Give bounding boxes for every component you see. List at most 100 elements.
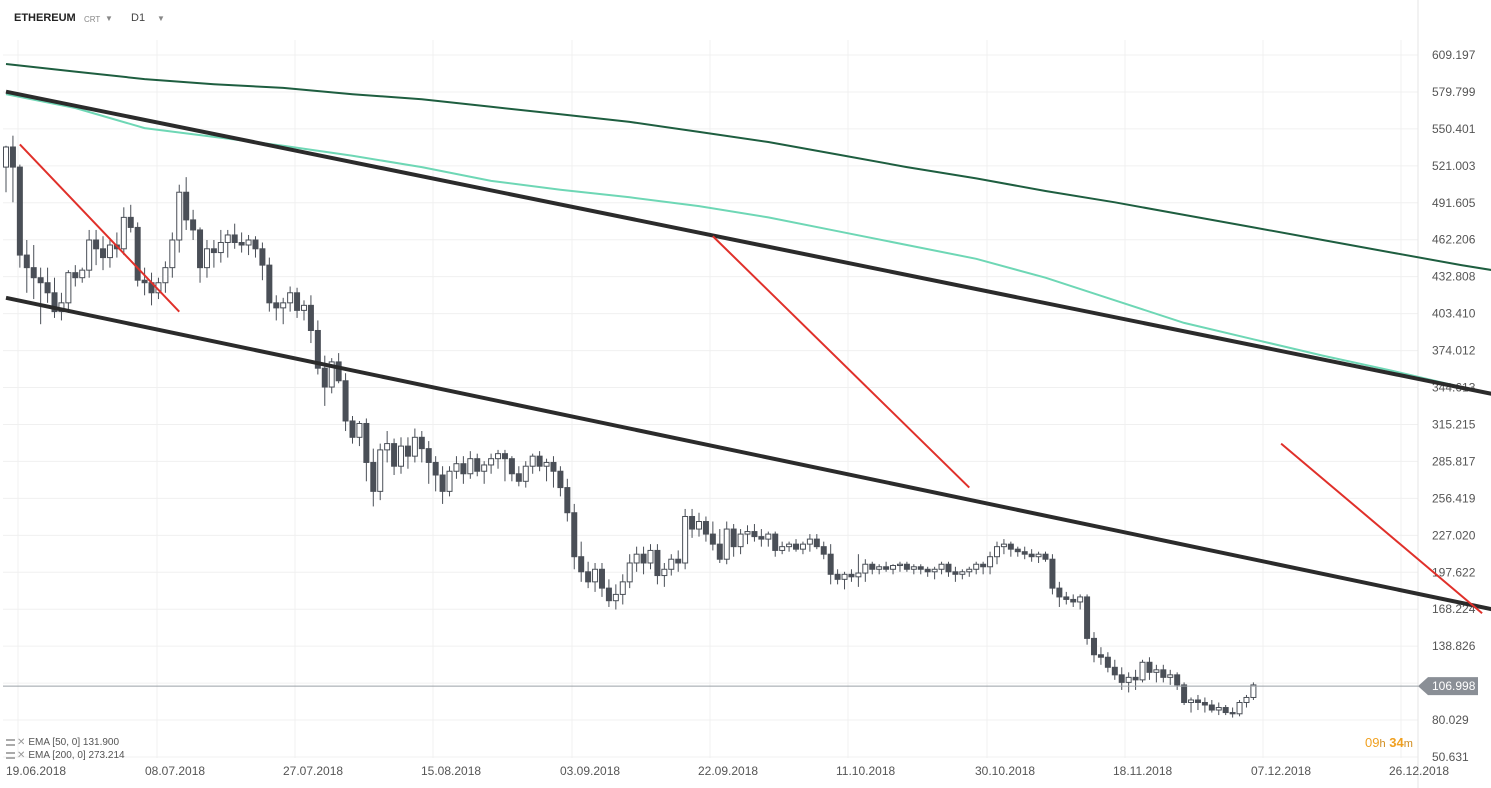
candle-body <box>391 443 398 467</box>
candle-body <box>1049 558 1056 589</box>
candle-body <box>460 463 467 475</box>
candle-body <box>370 461 377 492</box>
candle-body <box>564 487 571 514</box>
countdown-minutes: 34 <box>1389 735 1404 750</box>
y-tick-label: 579.799 <box>1432 85 1476 99</box>
candle-body <box>314 329 321 369</box>
candle-body <box>1132 676 1139 681</box>
settings-icon[interactable] <box>6 751 15 759</box>
close-icon[interactable]: ✕ <box>17 750 26 761</box>
y-tick-label: 50.631 <box>1432 750 1469 764</box>
candle-body <box>827 553 834 575</box>
legend-label: EMA <box>28 737 50 748</box>
candle-body <box>668 558 675 570</box>
legend-params: [200, 0] <box>52 750 86 761</box>
candle-body <box>834 573 841 580</box>
interval-selector[interactable]: D1 <box>131 12 146 24</box>
x-tick-label: 08.07.2018 <box>145 764 205 778</box>
candle-body <box>903 563 910 570</box>
candle-body <box>529 455 536 467</box>
candle-body <box>661 568 668 577</box>
candle-body <box>335 361 342 382</box>
candle-body <box>1215 707 1222 711</box>
candle-body <box>536 455 543 467</box>
legend-item-ema200[interactable]: ✕ EMA [200, 0] 273.214 <box>6 749 125 762</box>
candle-body <box>1201 701 1208 706</box>
x-tick-label: 15.08.2018 <box>421 764 481 778</box>
candle-body <box>72 272 79 279</box>
candle-body <box>120 216 127 250</box>
candle-body <box>592 568 599 583</box>
candle-body <box>1028 553 1035 558</box>
candle-body <box>876 566 883 570</box>
candle-body <box>543 461 550 467</box>
symbol-selector[interactable]: ETHEREUM <box>14 12 76 24</box>
y-tick-label: 521.003 <box>1432 159 1476 173</box>
candle-body <box>550 461 557 472</box>
legend-value: 131.900 <box>82 737 120 748</box>
candle-body <box>349 420 356 438</box>
y-tick-label: 256.419 <box>1432 491 1476 505</box>
x-tick-label: 03.09.2018 <box>560 764 620 778</box>
candle-body <box>1097 654 1104 658</box>
ema50-line <box>5 93 1491 396</box>
candle-body <box>439 474 446 492</box>
candle-body <box>654 549 661 577</box>
candle-body <box>210 248 217 254</box>
candle-body <box>1091 637 1098 656</box>
candle-body <box>765 533 772 540</box>
candle-body <box>1007 543 1014 550</box>
candle-body <box>508 458 515 475</box>
candle-body <box>813 538 820 548</box>
candle-body <box>363 422 370 463</box>
candle-body <box>598 568 605 589</box>
x-tick-label: 30.10.2018 <box>975 764 1035 778</box>
candle-body <box>1181 684 1188 703</box>
chevron-down-icon[interactable]: ▼ <box>105 14 113 23</box>
candle-body <box>1188 699 1195 703</box>
settings-icon[interactable] <box>6 738 15 746</box>
legend-params: [50, 0] <box>52 737 81 748</box>
legend-item-ema50[interactable]: ✕ EMA [50, 0] 131.900 <box>6 736 125 749</box>
candle-body <box>973 563 980 570</box>
candle-body <box>772 533 779 551</box>
candle-body <box>231 234 238 244</box>
countdown-hours: 09 <box>1365 735 1380 750</box>
candle-body <box>127 216 134 228</box>
candle-body <box>571 512 578 558</box>
candle-body <box>467 458 474 475</box>
candle-body <box>993 546 1000 558</box>
candle-body <box>197 229 204 269</box>
candle-body <box>855 572 862 578</box>
close-icon[interactable]: ✕ <box>17 737 26 748</box>
candle-body <box>1160 669 1167 678</box>
y-tick-label: 403.410 <box>1432 307 1476 321</box>
candle-body <box>557 470 564 489</box>
trend-line <box>19 143 180 313</box>
candle-body <box>605 587 612 602</box>
candle-body <box>203 248 210 269</box>
candle-body <box>481 464 488 472</box>
candle-body <box>1146 661 1153 673</box>
candle-body <box>474 458 481 472</box>
y-tick-label: 315.215 <box>1432 417 1476 431</box>
candle-body <box>238 242 245 246</box>
chart-type-selector[interactable]: CRT <box>84 15 101 24</box>
candle-body <box>1208 704 1215 711</box>
candle-body <box>619 581 626 595</box>
candle-body <box>938 563 945 570</box>
channel-lower-line <box>5 295 1491 612</box>
candle-body <box>446 470 453 492</box>
candle-body <box>1021 551 1028 555</box>
channel-upper-line <box>5 89 1491 396</box>
ema200-line <box>5 63 1491 271</box>
chevron-down-icon[interactable]: ▼ <box>157 14 165 23</box>
candle-body <box>259 248 266 266</box>
candle-body <box>702 521 709 535</box>
y-tick-label: 138.826 <box>1432 639 1476 653</box>
candle-body <box>9 146 16 168</box>
candle-body <box>952 571 959 575</box>
candle-body <box>786 543 793 548</box>
candle-body <box>1063 596 1070 600</box>
